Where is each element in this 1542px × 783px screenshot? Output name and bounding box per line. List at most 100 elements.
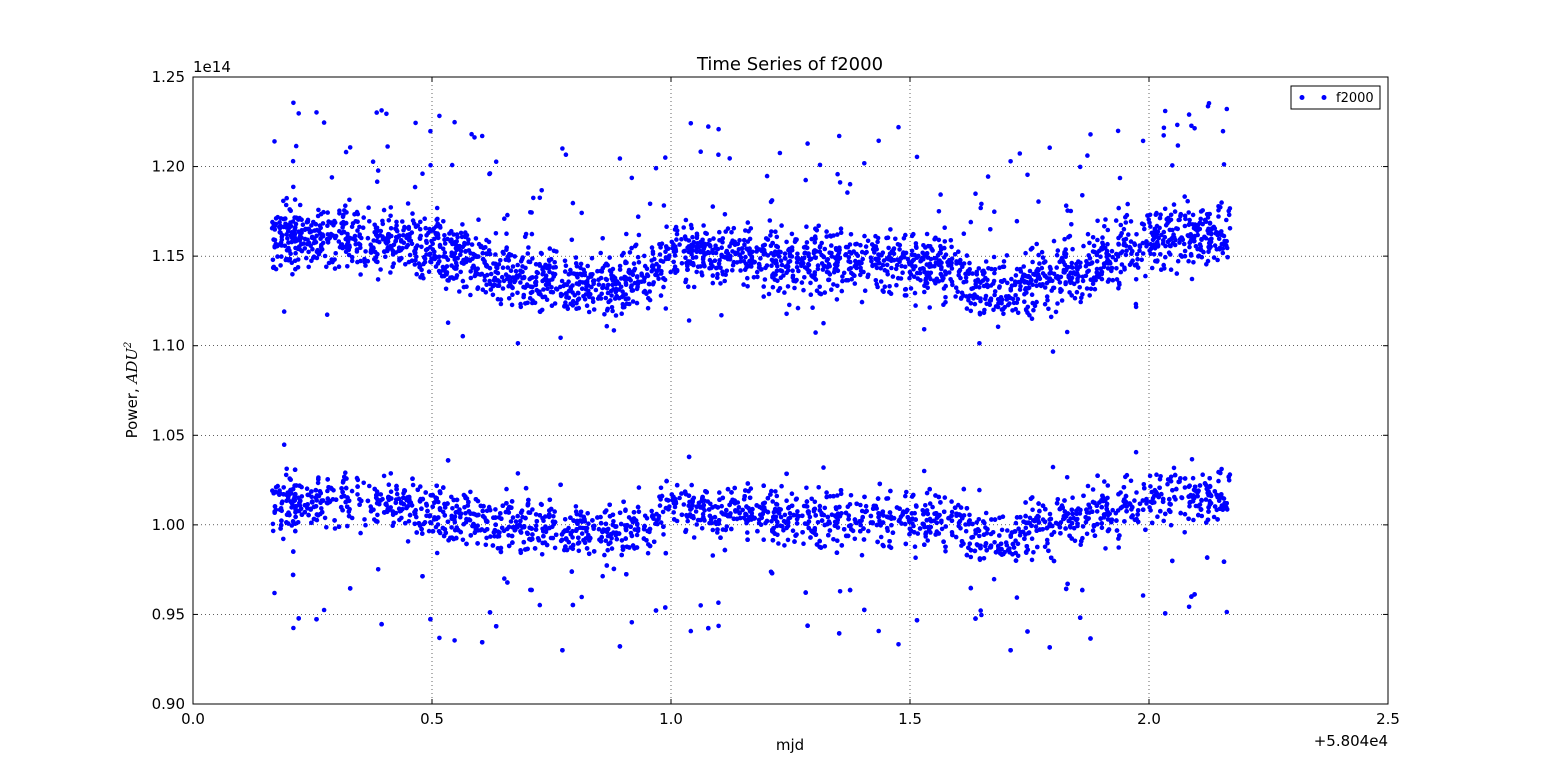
data-point	[796, 268, 801, 274]
data-point	[725, 486, 731, 492]
data-point	[537, 263, 543, 268]
data-point	[502, 216, 507, 221]
data-point	[1037, 261, 1042, 266]
data-point	[1182, 476, 1188, 481]
data-point	[1124, 504, 1129, 509]
data-point	[1189, 123, 1194, 129]
data-point	[441, 254, 446, 259]
data-point	[689, 482, 694, 488]
data-point	[1122, 240, 1127, 246]
data-point	[576, 305, 582, 311]
data-point	[977, 556, 983, 561]
data-point	[878, 534, 884, 540]
data-point	[1182, 213, 1188, 219]
data-point	[729, 526, 734, 532]
data-point	[819, 261, 825, 266]
data-point	[1206, 505, 1211, 510]
data-point	[1064, 475, 1070, 480]
data-point	[1175, 258, 1181, 264]
data-point	[1124, 248, 1129, 253]
data-point	[783, 264, 788, 270]
data-point	[691, 239, 697, 245]
data-point	[553, 532, 559, 538]
data-point	[981, 310, 987, 316]
data-point	[550, 277, 555, 282]
data-point	[600, 573, 605, 579]
data-point	[488, 271, 494, 277]
data-point	[1075, 521, 1080, 527]
data-point	[755, 528, 760, 534]
data-point	[1094, 509, 1100, 514]
data-point	[914, 618, 920, 623]
data-point	[671, 259, 676, 265]
data-point	[381, 207, 387, 213]
data-point	[668, 269, 673, 275]
data-point	[904, 489, 909, 495]
data-point	[563, 544, 568, 549]
data-point	[1088, 132, 1093, 137]
data-point	[731, 225, 737, 231]
data-point	[1161, 518, 1166, 524]
data-point	[973, 282, 978, 287]
data-point	[314, 512, 320, 517]
data-point	[546, 512, 552, 518]
data-point	[939, 274, 945, 279]
data-point	[434, 483, 440, 489]
data-point	[450, 506, 455, 511]
data-point	[510, 540, 515, 545]
data-point	[484, 237, 489, 243]
data-point	[1147, 248, 1152, 253]
data-point	[813, 330, 818, 335]
data-point	[770, 241, 775, 246]
data-point	[449, 228, 454, 234]
data-point	[1191, 235, 1196, 241]
data-point	[634, 300, 640, 306]
data-point	[1075, 271, 1080, 276]
data-point	[1116, 491, 1121, 497]
data-point	[602, 509, 608, 515]
data-point	[288, 499, 294, 504]
data-point	[835, 538, 840, 543]
data-point	[960, 515, 965, 521]
data-point	[611, 519, 616, 524]
data-point	[426, 269, 432, 275]
data-point	[630, 519, 636, 525]
data-point	[357, 502, 362, 508]
data-point	[642, 524, 647, 529]
data-point	[863, 503, 869, 509]
data-point	[790, 273, 796, 279]
data-point	[942, 495, 948, 500]
data-point	[373, 519, 379, 524]
data-point	[1061, 513, 1067, 519]
data-point	[459, 234, 465, 240]
data-point	[518, 268, 523, 274]
data-point	[623, 536, 628, 541]
data-point	[479, 640, 485, 645]
data-point	[968, 548, 974, 553]
data-point	[898, 256, 904, 261]
data-point	[896, 642, 901, 647]
data-point	[562, 258, 568, 264]
data-point	[827, 494, 833, 499]
data-point	[463, 259, 469, 265]
data-point	[315, 480, 321, 486]
data-point	[964, 552, 970, 558]
data-point	[1117, 533, 1122, 538]
data-point	[472, 252, 478, 258]
data-point	[297, 238, 303, 243]
data-point	[722, 547, 728, 553]
data-point	[537, 513, 543, 518]
data-point	[1121, 226, 1127, 232]
data-point	[948, 238, 954, 243]
data-point	[847, 181, 853, 187]
data-point	[881, 289, 886, 295]
data-point	[296, 111, 302, 116]
data-point	[1094, 273, 1100, 279]
data-point	[681, 249, 687, 254]
data-point	[824, 490, 829, 495]
data-point	[435, 261, 441, 266]
data-point	[1044, 294, 1050, 299]
data-point	[909, 233, 915, 239]
data-point	[724, 507, 729, 513]
data-point	[685, 262, 690, 267]
